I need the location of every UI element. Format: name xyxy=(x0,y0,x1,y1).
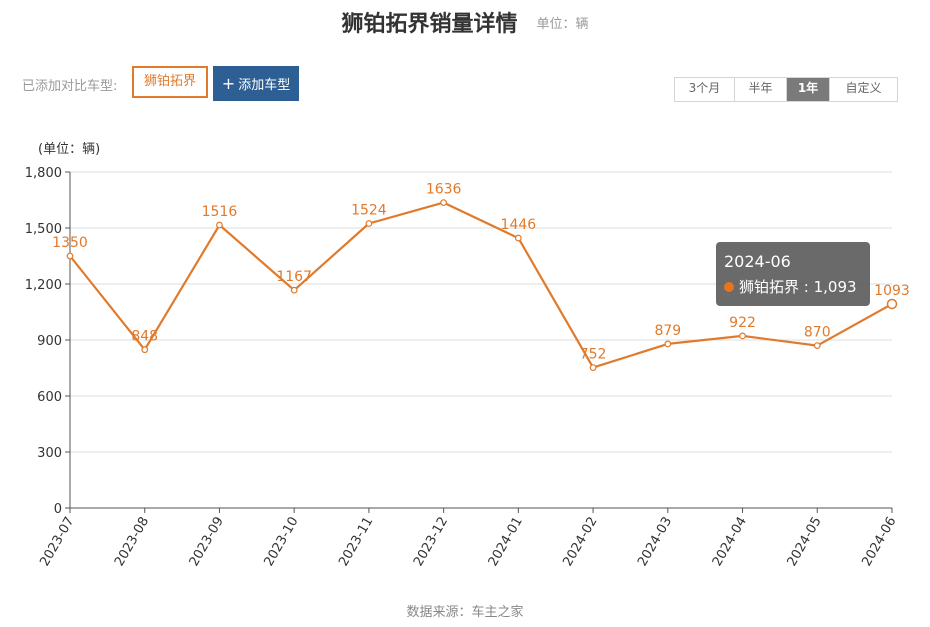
y-tick-label: 1,800 xyxy=(25,166,62,181)
y-tick-label: 1,200 xyxy=(25,278,62,293)
add-model-button[interactable]: + 添加车型 xyxy=(213,66,299,101)
add-model-label: 添加车型 xyxy=(238,78,291,93)
tooltip-separator: : xyxy=(799,278,814,296)
chart-tooltip: 2024-06 狮铂拓界 : 1,093 xyxy=(716,242,870,306)
x-tick-label: 2023-10 xyxy=(261,515,301,570)
data-label: 922 xyxy=(729,315,756,331)
y-axis-unit-label: (单位：辆) xyxy=(38,142,100,157)
data-source: 数据来源：车主之家 xyxy=(406,605,524,620)
compare-label: 已添加对比车型: xyxy=(22,79,118,94)
x-tick-label: 2024-05 xyxy=(785,515,825,570)
unit-note: 单位：辆 xyxy=(536,16,589,32)
range-3-months-button[interactable]: 3个月 xyxy=(675,78,735,101)
data-point xyxy=(589,364,597,372)
y-tick-label: 300 xyxy=(37,446,62,461)
y-tick-label: 900 xyxy=(37,334,62,349)
tooltip-value: 1,093 xyxy=(813,278,857,296)
range-1-year-button[interactable]: 1年 xyxy=(787,78,830,101)
x-tick-label: 2023-12 xyxy=(411,515,451,570)
y-tick-label: 1,500 xyxy=(25,222,62,237)
x-tick-label: 2023-07 xyxy=(37,515,77,570)
data-point xyxy=(514,234,522,242)
title-bar: 狮铂拓界销量详情 单位：辆 xyxy=(0,6,930,38)
data-point xyxy=(813,342,821,350)
plus-icon: + xyxy=(221,74,236,93)
page-title: 狮铂拓界销量详情 xyxy=(341,12,518,37)
selected-model-chip[interactable]: 狮铂拓界 xyxy=(132,66,209,98)
data-point xyxy=(365,220,373,227)
data-point xyxy=(664,340,672,348)
data-point xyxy=(66,252,74,260)
range-custom-button[interactable]: 自定义 xyxy=(845,81,882,95)
data-point xyxy=(739,332,746,340)
data-label: 848 xyxy=(131,329,158,345)
y-tick-label: 0 xyxy=(54,502,62,517)
tooltip-date: 2024-06 xyxy=(724,252,791,271)
data-label: 1516 xyxy=(202,204,238,220)
data-label: 870 xyxy=(804,325,831,341)
data-label: 879 xyxy=(654,323,681,339)
data-label: 1524 xyxy=(351,203,387,219)
x-tick-label: 2023-09 xyxy=(187,515,227,570)
x-tick-label: 2023-11 xyxy=(336,515,376,570)
data-label: 1093 xyxy=(874,283,910,299)
x-tick-label: 2024-06 xyxy=(859,515,899,570)
time-range-selector: 3个月 半年 1年 自定义 xyxy=(674,77,898,102)
x-tick-label: 2024-04 xyxy=(710,515,750,570)
data-label: 752 xyxy=(580,347,607,363)
x-tick-label: 2023-08 xyxy=(112,515,152,570)
data-label: 1167 xyxy=(276,269,312,285)
tooltip-row: 狮铂拓界 : 1,093 xyxy=(724,277,862,297)
data-point xyxy=(290,286,298,294)
data-label: 1446 xyxy=(501,217,537,233)
range-half-year-button[interactable]: 半年 xyxy=(735,78,787,101)
x-tick-label: 2024-03 xyxy=(635,515,675,570)
data-point xyxy=(440,199,448,207)
data-label: 1636 xyxy=(426,182,462,198)
x-tick-label: 2024-02 xyxy=(560,515,600,570)
data-point xyxy=(141,346,149,354)
tooltip-series-name: 狮铂拓界 xyxy=(739,278,800,296)
series-line xyxy=(69,201,893,369)
y-tick-label: 600 xyxy=(37,390,62,405)
series-dot-icon xyxy=(724,282,734,292)
x-tick-label: 2024-01 xyxy=(486,515,526,570)
data-label: 1350 xyxy=(52,235,88,251)
data-point xyxy=(216,221,223,229)
data-point xyxy=(886,298,898,310)
